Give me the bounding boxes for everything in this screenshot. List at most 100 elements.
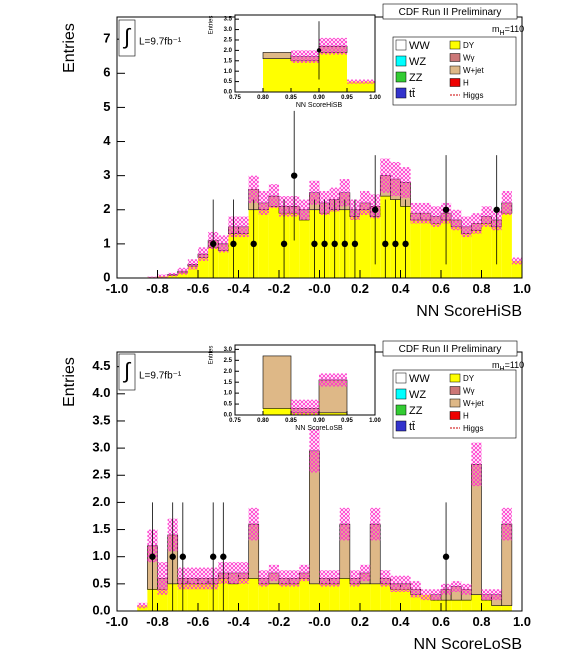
legend-label: DY bbox=[463, 374, 475, 383]
uncertainty-band bbox=[461, 216, 472, 238]
histogram-bar bbox=[491, 605, 502, 611]
histogram-bar bbox=[218, 250, 229, 278]
y-tick-label: 4.0 bbox=[92, 385, 110, 400]
y-tick-label: 0.5 bbox=[224, 79, 233, 85]
x-tick-label: 1.0 bbox=[513, 281, 531, 296]
plot-body bbox=[137, 429, 513, 611]
histogram-bar bbox=[430, 223, 441, 278]
uncertainty-band bbox=[339, 507, 350, 541]
histogram-bar bbox=[238, 578, 249, 611]
uncertainty-band bbox=[238, 216, 249, 238]
uncertainty-band bbox=[258, 191, 269, 215]
x-tick-label: -0.4 bbox=[227, 281, 250, 296]
legend-swatch bbox=[395, 39, 407, 51]
x-tick-label: -0.6 bbox=[187, 614, 209, 629]
histogram-bar bbox=[451, 226, 462, 278]
legend-swatch bbox=[395, 388, 407, 400]
legend-label: Wγ bbox=[463, 387, 475, 396]
plot: 0.75 0.80 0.85 0.90 0.95 1.00 0.0 0.5 1.0 1.5 2.0 2… bbox=[209, 344, 381, 432]
y-tick-label: 4 bbox=[103, 133, 111, 148]
histogram-bar bbox=[258, 209, 269, 278]
histogram-bar bbox=[420, 594, 431, 611]
legend-swatch bbox=[449, 398, 461, 408]
legend-swatch bbox=[449, 411, 461, 420]
x-tick-label: -1.0 bbox=[106, 614, 128, 629]
x-tick-label: -0.2 bbox=[268, 281, 290, 296]
uncertainty-band bbox=[238, 562, 249, 584]
x-tick-label: 0.75 bbox=[229, 418, 241, 424]
uncertainty-band bbox=[420, 589, 431, 601]
uncertainty-band bbox=[137, 602, 148, 609]
y-tick-label: 0 bbox=[103, 269, 110, 284]
legend-label: WW bbox=[409, 373, 430, 385]
uncertainty-band bbox=[410, 202, 421, 224]
x-axis-label: NN ScoreLoSB bbox=[414, 636, 523, 653]
uncertainty-band bbox=[228, 562, 239, 584]
uncertainty-band bbox=[268, 564, 279, 582]
data-point bbox=[402, 240, 409, 248]
y-tick-label: 1.0 bbox=[92, 548, 110, 563]
x-tick-label: 0.80 bbox=[257, 95, 269, 101]
uncertainty-band bbox=[319, 570, 330, 587]
uncertainty-band bbox=[258, 570, 269, 587]
legend-label: DY bbox=[463, 41, 475, 50]
data-point bbox=[442, 206, 450, 213]
histogram-bar bbox=[410, 220, 421, 278]
histogram-bar bbox=[248, 578, 259, 611]
y-tick-label: 2.5 bbox=[224, 38, 233, 44]
x-tick-label: 0.6 bbox=[432, 614, 450, 629]
lumi-label: L=9.7fb⁻¹ bbox=[139, 37, 182, 48]
y-tick-label: 1 bbox=[103, 235, 110, 250]
legend-swatch bbox=[395, 87, 407, 99]
legend-label: Higgs bbox=[463, 91, 483, 100]
data-point bbox=[209, 553, 217, 560]
legend-label: Wγ bbox=[463, 54, 475, 63]
data-point bbox=[169, 553, 176, 560]
histogram-bar bbox=[471, 230, 482, 278]
uncertainty-band bbox=[157, 562, 168, 595]
histogram-bar bbox=[262, 355, 292, 409]
y-tick-label: 2 bbox=[103, 201, 110, 216]
uncertainty-band bbox=[218, 235, 229, 253]
y-tick-label: 1.0 bbox=[224, 69, 233, 75]
plot-frame bbox=[234, 344, 376, 416]
y-tick-label: 3.5 bbox=[92, 412, 110, 427]
uncertainty-band bbox=[390, 162, 401, 197]
histogram-bar bbox=[370, 583, 381, 611]
x-tick-label: 0.90 bbox=[313, 95, 325, 101]
y-tick-label: 2.5 bbox=[224, 358, 233, 364]
histogram-bar bbox=[157, 589, 168, 611]
x-tick-label: 0.2 bbox=[351, 614, 369, 629]
x-tick-label: 0.75 bbox=[229, 95, 241, 101]
uncertainty-band bbox=[461, 583, 472, 595]
mass-sub: H bbox=[500, 30, 505, 37]
histogram-bar bbox=[501, 605, 512, 611]
histogram-bar bbox=[481, 223, 492, 278]
histogram-bar bbox=[289, 583, 300, 611]
legend-swatch bbox=[449, 78, 461, 87]
data-point bbox=[442, 553, 450, 560]
x-tick-label: 0.6 bbox=[432, 281, 450, 296]
histogram-bar bbox=[501, 213, 512, 278]
histogram-bar bbox=[299, 220, 310, 278]
uncertainty-band bbox=[187, 259, 198, 270]
histogram-bar bbox=[263, 58, 291, 92]
data-point bbox=[290, 172, 298, 179]
data-point bbox=[382, 240, 389, 248]
plot-frame bbox=[234, 14, 376, 93]
y-tick-label: 2.5 bbox=[92, 467, 110, 482]
histogram-bar bbox=[187, 583, 198, 611]
uncertainty-band bbox=[380, 158, 391, 193]
uncertainty-band bbox=[430, 206, 441, 227]
legend-swatch bbox=[395, 420, 407, 432]
x-tick-label: 0.95 bbox=[341, 418, 353, 424]
data-point bbox=[321, 240, 328, 248]
legend-label: W+jet bbox=[463, 66, 484, 75]
y-tick-label: 0.5 bbox=[92, 575, 110, 590]
y-tick-label: 3.0 bbox=[224, 347, 233, 353]
uncertainty-band bbox=[167, 272, 178, 277]
uncertainty-band bbox=[291, 399, 319, 415]
uncertainty-band bbox=[319, 373, 347, 387]
histogram-bar bbox=[263, 408, 291, 415]
lumi-box bbox=[118, 19, 136, 57]
